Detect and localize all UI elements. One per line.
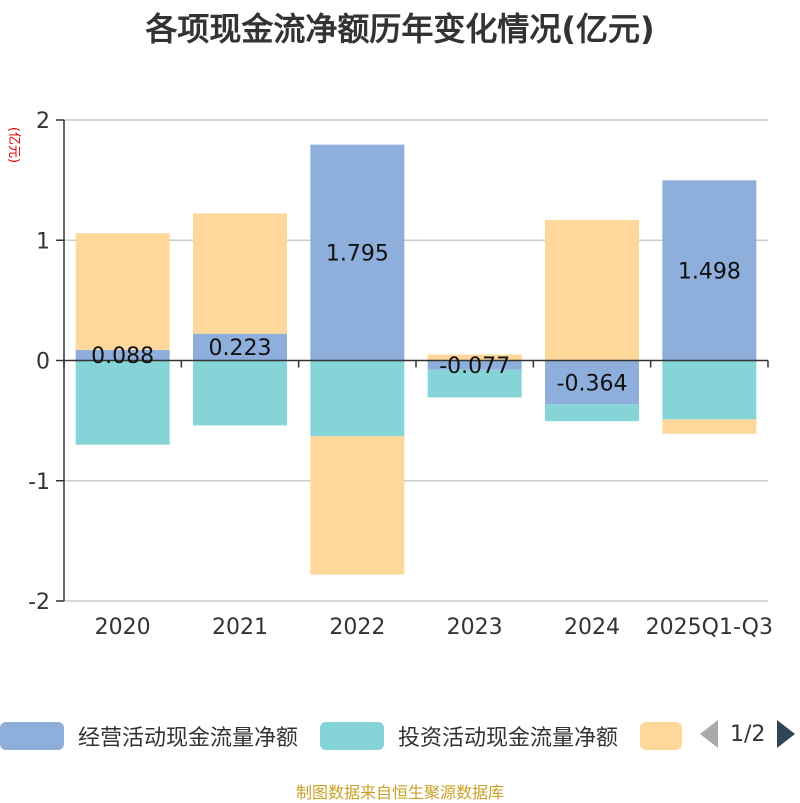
bar-financing [545, 219, 639, 361]
y-tick-label: 0 [36, 350, 50, 375]
data-label: 1.498 [678, 259, 741, 284]
legend-label-operating: 经营活动现金流量净额 [78, 726, 299, 751]
data-label: 0.088 [91, 344, 154, 369]
legend-swatch-operating [0, 722, 64, 750]
x-tick-label: 2024 [564, 615, 620, 640]
bar-financing [662, 419, 757, 434]
bar-investing [310, 360, 405, 437]
legend-item-financing[interactable] [640, 720, 682, 752]
bars [75, 144, 757, 575]
bar-investing [193, 360, 287, 426]
y-tick-label: -2 [28, 590, 50, 615]
legend-label-investing: 投资活动现金流量净额 [398, 726, 619, 751]
y-axis-title: (亿元) [6, 127, 21, 163]
bar-financing [193, 213, 287, 334]
x-tick-label: 2025Q1-Q3 [646, 615, 773, 640]
y-tick-label: 2 [36, 109, 50, 134]
legend-item-investing[interactable]: 投资活动现金流量净额 [320, 720, 618, 752]
source-note: 制图数据来自恒生聚源数据库 [295, 783, 504, 802]
y-tick-label: 1 [36, 229, 50, 254]
pager-next-icon[interactable] [777, 720, 796, 748]
chart-title: 各项现金流净额历年变化情况(亿元) [145, 10, 655, 48]
x-tick-label: 2022 [329, 615, 385, 640]
legend-item-operating[interactable]: 经营活动现金流量净额 [0, 720, 298, 752]
bar-investing [75, 360, 170, 445]
bar-financing [310, 436, 405, 575]
data-label: 1.795 [326, 242, 389, 267]
bar-operating [662, 180, 757, 361]
data-label: 0.223 [209, 336, 272, 361]
bar-operating [427, 360, 522, 370]
legend-pager: 1/2 [700, 718, 796, 750]
bar-investing [545, 404, 639, 422]
legend-swatch-investing [320, 722, 384, 750]
legend: 经营活动现金流量净额 投资活动现金流量净额 [0, 716, 800, 756]
pager-prev-icon[interactable] [700, 720, 718, 748]
pager-text: 1/2 [730, 721, 766, 747]
bar-operating [545, 360, 639, 405]
grid-lines [64, 119, 768, 602]
x-tick-label: 2023 [447, 615, 503, 640]
bar-financing [427, 354, 522, 361]
bar-investing [662, 360, 757, 420]
data-label: -0.077 [439, 354, 510, 379]
labels: 2 1 0 -1 -2 (亿元) 0.088 2020 0.223 2021 1.795 2022 -0… [6, 109, 773, 640]
data-label: -0.364 [557, 371, 628, 396]
legend-swatch-financing [640, 722, 682, 750]
bar-operating [193, 333, 287, 361]
y-tick-label: -1 [28, 470, 50, 495]
bar-operating [310, 144, 405, 361]
bar-financing [75, 233, 170, 350]
bar-investing [427, 369, 522, 398]
x-tick-label: 2021 [212, 615, 268, 640]
bar-operating [75, 349, 170, 361]
x-tick-label: 2020 [95, 615, 151, 640]
axes [56, 119, 769, 602]
